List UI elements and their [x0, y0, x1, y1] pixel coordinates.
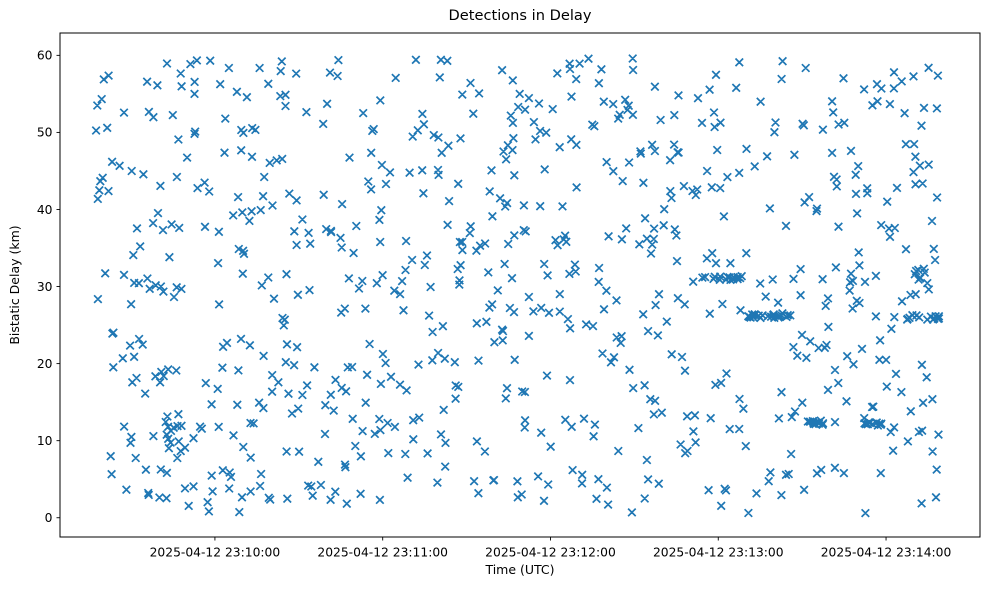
y-tick-label: 40	[37, 203, 53, 217]
scatter-markers	[91, 54, 944, 518]
y-tick-label: 50	[37, 126, 53, 140]
y-tick-label: 20	[37, 357, 53, 371]
y-tick-label: 30	[37, 280, 53, 294]
y-tick-label: 60	[37, 49, 53, 63]
y-tick-label: 0	[45, 511, 53, 525]
x-tick-label: 2025-04-12 23:12:00	[485, 546, 616, 560]
chart-title: Detections in Delay	[448, 7, 592, 24]
x-tick-label: 2025-04-12 23:10:00	[150, 546, 281, 560]
x-tick-label: 2025-04-12 23:13:00	[653, 546, 784, 560]
x-axis-label: Time (UTC)	[485, 562, 555, 577]
x-tick-label: 2025-04-12 23:11:00	[317, 546, 448, 560]
x-tick-label: 2025-04-12 23:14:00	[821, 546, 952, 560]
axes-spines	[59, 32, 981, 538]
y-axis-label: Bistatic Delay (km)	[7, 225, 22, 345]
y-tick-label: 10	[37, 434, 53, 448]
